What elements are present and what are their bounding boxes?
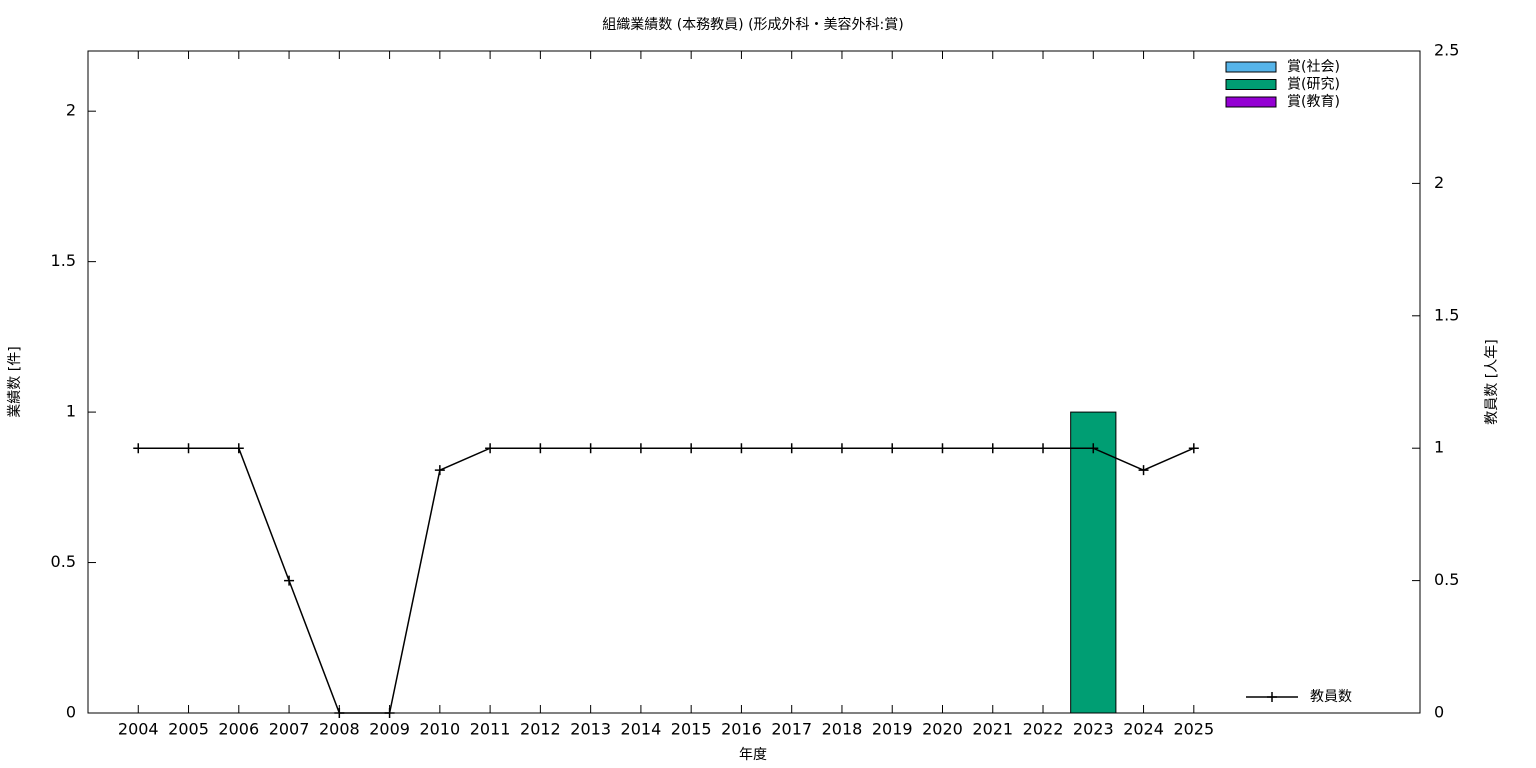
y2-tick-label: 2.5	[1434, 41, 1459, 60]
y-tick-label: 1	[66, 402, 76, 421]
x-tick-label: 2008	[319, 720, 360, 739]
y2-tick-label: 1	[1434, 438, 1444, 457]
x-tick-label: 2017	[771, 720, 812, 739]
legend-swatch	[1225, 79, 1277, 90]
y-tick-label: 2	[66, 101, 76, 120]
x-tick-label: 2005	[168, 720, 209, 739]
line-point	[937, 443, 948, 454]
legend-swatch	[1225, 96, 1277, 108]
y2-axis-label: 教員数 [人年]	[1484, 339, 1500, 424]
line-point	[686, 443, 697, 454]
line-series	[138, 447, 1195, 714]
line-point	[987, 443, 998, 454]
line-point	[1038, 443, 1049, 454]
line-point	[384, 708, 395, 718]
line-point	[133, 443, 144, 454]
x-tick-label: 2007	[269, 720, 310, 739]
line-point	[334, 708, 345, 718]
x-tick-label: 2022	[1023, 720, 1064, 739]
x-tick-label: 2010	[419, 720, 460, 739]
line-point	[535, 443, 546, 454]
line-point	[887, 443, 898, 454]
x-tick-label: 2009	[369, 720, 410, 739]
y-tick-label: 1.5	[51, 251, 76, 270]
y2-tick-label: 0.5	[1434, 570, 1459, 589]
line-point	[1138, 465, 1149, 476]
legend-label: 賞(研究)	[1287, 77, 1340, 93]
line-point	[183, 443, 194, 454]
x-tick-label: 2025	[1173, 720, 1214, 739]
y2-tick-label: 2	[1434, 173, 1444, 192]
legend-label: 賞(社会)	[1287, 59, 1340, 75]
x-tick-label: 2024	[1123, 720, 1164, 739]
plot-frame	[87, 50, 1421, 714]
line-point	[786, 443, 797, 454]
x-tick-label: 2021	[972, 720, 1013, 739]
y-tick-label: 0	[66, 703, 76, 722]
y2-tick-label: 1.5	[1434, 305, 1459, 324]
x-tick-label: 2004	[118, 720, 159, 739]
line-point	[736, 443, 747, 454]
legend-label: 賞(教育)	[1287, 94, 1340, 110]
line-point	[836, 443, 847, 454]
x-tick-label: 2011	[470, 720, 511, 739]
line-point	[1188, 443, 1199, 454]
line-point	[233, 443, 244, 454]
legend-swatch	[1225, 61, 1277, 73]
bar	[1070, 411, 1117, 714]
y2-tick-label: 0	[1434, 703, 1444, 722]
line-point	[635, 443, 646, 454]
x-tick-label: 2015	[671, 720, 712, 739]
x-tick-label: 2013	[570, 720, 611, 739]
chart-title: 組織業績数 (本務教員) (形成外科・美容外科:賞)	[602, 16, 903, 33]
line-point	[284, 575, 295, 586]
y-axis-label: 業績数 [件]	[7, 346, 23, 417]
x-tick-label: 2014	[621, 720, 662, 739]
legend-label: 教員数	[1310, 689, 1352, 705]
x-tick-label: 2019	[872, 720, 913, 739]
line-point	[1088, 443, 1099, 454]
line-point	[485, 443, 496, 454]
x-tick-label: 2023	[1073, 720, 1114, 739]
line-point	[585, 443, 596, 454]
x-tick-label: 2018	[822, 720, 863, 739]
x-tick-label: 2006	[218, 720, 259, 739]
line-point	[434, 465, 445, 476]
x-axis-label: 年度	[739, 747, 767, 763]
y-tick-label: 0.5	[51, 552, 76, 571]
x-tick-label: 2012	[520, 720, 561, 739]
x-tick-label: 2016	[721, 720, 762, 739]
legend-marker	[1267, 692, 1277, 702]
x-tick-label: 2020	[922, 720, 963, 739]
